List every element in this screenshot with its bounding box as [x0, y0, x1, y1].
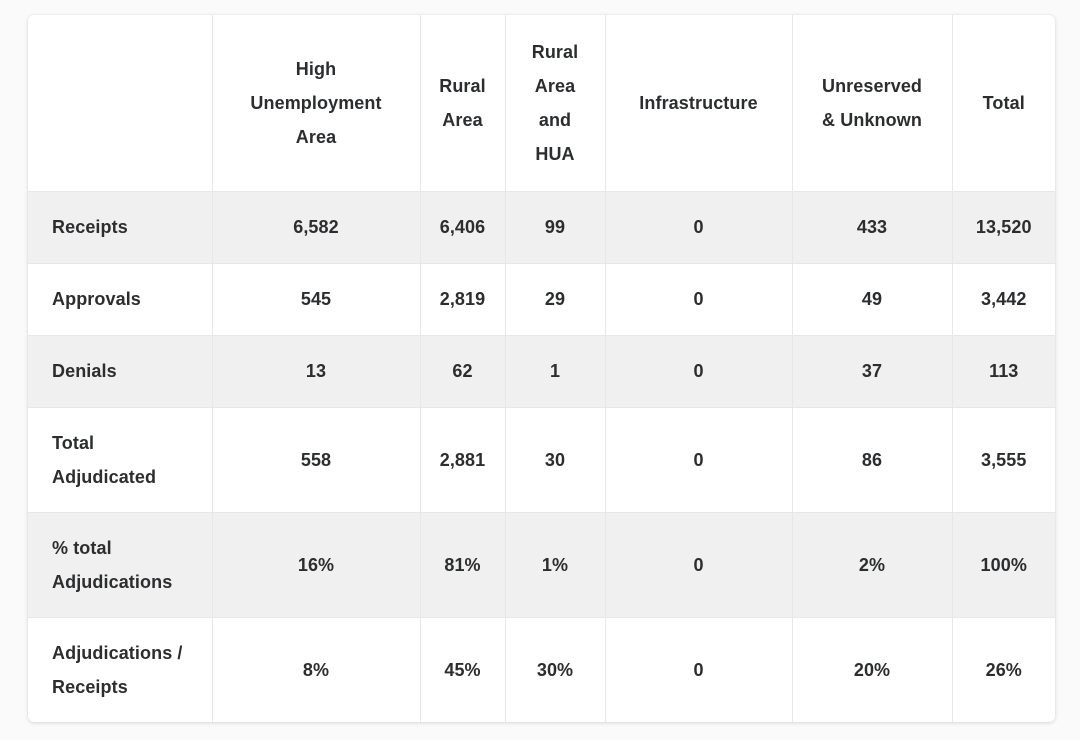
table-row-approvals: Approvals 545 2,819 29 0 49 3,442: [28, 262, 1055, 336]
col-header-high-unemployment-area: High Unemployment Area: [211, 15, 421, 192]
cell: 30: [504, 406, 606, 513]
corner-cell: [28, 15, 213, 192]
table-row-receipts: Receipts 6,582 6,406 99 0 433 13,520: [28, 190, 1055, 264]
data-table-card: High Unemployment Area Rural Area Rural …: [28, 15, 1055, 722]
cell: 545: [211, 262, 421, 336]
cell: 2%: [791, 511, 953, 618]
cell: 3,555: [951, 406, 1055, 513]
cell: 433: [791, 190, 953, 264]
table-row-pct-total-adjudications: % total Adjudications 16% 81% 1% 0 2% 10…: [28, 511, 1055, 618]
cell: 8%: [211, 616, 421, 722]
cell: 0: [604, 190, 793, 264]
cell: 62: [419, 334, 506, 408]
cell: 13,520: [951, 190, 1055, 264]
row-label: Receipts: [28, 190, 213, 264]
cell: 81%: [419, 511, 506, 618]
col-header-infrastructure: Infrastructure: [604, 15, 793, 192]
table-row-denials: Denials 13 62 1 0 37 113: [28, 334, 1055, 408]
cell: 86: [791, 406, 953, 513]
cell: 0: [604, 511, 793, 618]
cell: 558: [211, 406, 421, 513]
col-header-rural-area: Rural Area: [419, 15, 506, 192]
cell: 0: [604, 262, 793, 336]
cell: 113: [951, 334, 1055, 408]
cell: 16%: [211, 511, 421, 618]
cell: 30%: [504, 616, 606, 722]
adjudications-table: High Unemployment Area Rural Area Rural …: [28, 15, 1055, 722]
cell: 0: [604, 334, 793, 408]
cell: 26%: [951, 616, 1055, 722]
cell: 6,406: [419, 190, 506, 264]
cell: 45%: [419, 616, 506, 722]
cell: 100%: [951, 511, 1055, 618]
col-header-unreserved-unknown: Unreserved & Unknown: [791, 15, 953, 192]
cell: 2,881: [419, 406, 506, 513]
col-header-rural-area-and-hua: Rural Area and HUA: [504, 15, 606, 192]
cell: 49: [791, 262, 953, 336]
cell: 3,442: [951, 262, 1055, 336]
cell: 6,582: [211, 190, 421, 264]
cell: 2,819: [419, 262, 506, 336]
cell: 37: [791, 334, 953, 408]
row-label: % total Adjudications: [28, 511, 213, 618]
cell: 13: [211, 334, 421, 408]
header-row: High Unemployment Area Rural Area Rural …: [28, 15, 1055, 192]
table-row-total-adjudicated: Total Adjudicated 558 2,881 30 0 86 3,55…: [28, 406, 1055, 513]
row-label: Approvals: [28, 262, 213, 336]
row-label: Adjudications / Receipts: [28, 616, 213, 722]
cell: 0: [604, 406, 793, 513]
cell: 1%: [504, 511, 606, 618]
row-label: Denials: [28, 334, 213, 408]
cell: 29: [504, 262, 606, 336]
cell: 20%: [791, 616, 953, 722]
cell: 1: [504, 334, 606, 408]
cell: 99: [504, 190, 606, 264]
cell: 0: [604, 616, 793, 722]
table-row-adjudications-per-receipts: Adjudications / Receipts 8% 45% 30% 0 20…: [28, 616, 1055, 722]
row-label: Total Adjudicated: [28, 406, 213, 513]
col-header-total: Total: [951, 15, 1055, 192]
